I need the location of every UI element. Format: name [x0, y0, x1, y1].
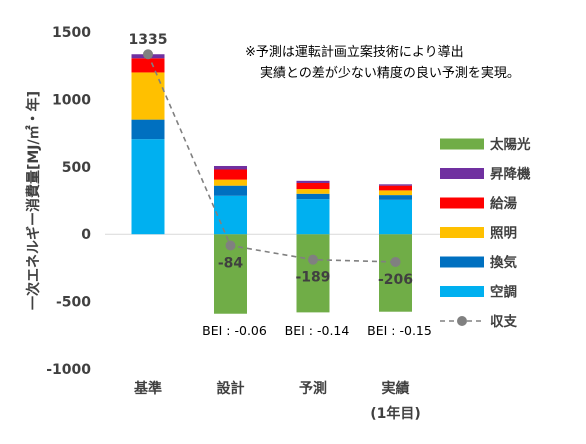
- legend-label: 換気: [490, 254, 518, 271]
- y-axis-ticks: -1000 -500 0 500 1000 1500: [46, 25, 91, 378]
- balance-line: [147, 53, 396, 263]
- legend-item: 空調: [440, 284, 517, 301]
- bar-segment: [379, 185, 412, 191]
- balance-series: [143, 49, 401, 267]
- legend-color-swatch: [440, 197, 484, 209]
- bar-segment: [379, 195, 412, 200]
- bar-segment: [296, 193, 330, 200]
- bar-segment: [214, 179, 247, 186]
- legend-item: 換気: [440, 254, 518, 271]
- balance-point: [225, 240, 236, 251]
- bar-segment: [131, 119, 165, 140]
- balance-value-label: -84: [218, 256, 244, 272]
- bar-segment: [214, 185, 247, 196]
- legend-label: 昇降機: [490, 166, 531, 183]
- bar-segment: [214, 165, 247, 170]
- y-tick-label: 500: [62, 160, 91, 176]
- legend-color-swatch: [440, 286, 484, 297]
- legend-item: 収支: [440, 313, 518, 330]
- legend-color-swatch: [440, 168, 484, 179]
- legend-color-swatch: [440, 138, 484, 150]
- legend-color-swatch: [440, 227, 484, 238]
- legend-item: 昇降機: [440, 166, 531, 183]
- legend-item: 太陽光: [440, 136, 531, 153]
- bar-segment: [296, 189, 330, 194]
- bar-segment: [296, 234, 330, 313]
- y-tick-label: -500: [56, 295, 91, 311]
- balance-point: [308, 254, 318, 265]
- category-label: 実績: [382, 380, 410, 397]
- bar-segment: [379, 184, 412, 186]
- bars: [131, 54, 412, 314]
- bei-label: BEI : -0.15: [367, 323, 432, 338]
- balance-labels: 1335 -84 -189 -206: [129, 32, 414, 288]
- bar-segment: [214, 169, 247, 180]
- balance-point: [390, 256, 401, 267]
- y-tick-label: 1000: [52, 92, 91, 108]
- balance-point: [143, 49, 153, 60]
- y-tick-label: 0: [81, 227, 91, 243]
- y-axis-label: 一次エネルギー消費量[MJ/㎡・年]: [25, 91, 42, 310]
- category-label: 設計: [217, 380, 245, 397]
- y-tick-label: 1500: [52, 25, 91, 41]
- bar-segment: [131, 58, 165, 73]
- legend-label: 空調: [490, 284, 517, 301]
- bar-segment: [214, 195, 247, 235]
- bar-segment: [379, 199, 412, 235]
- annotation-line-1: ※予測は運転計画立案技術により導出: [245, 44, 464, 60]
- balance-value-label: -206: [378, 272, 413, 288]
- bar-segment: [379, 190, 412, 196]
- legend-item: 給湯: [440, 195, 518, 212]
- y-axis-title: 一次エネルギー消費量[MJ/㎡・年]: [25, 91, 42, 310]
- balance-value-label: 1335: [129, 32, 168, 48]
- bar-segment: [131, 139, 165, 235]
- legend-label: 収支: [490, 313, 518, 330]
- annotation-line-2: 実績との差が少ない精度の良い予測を実現。: [260, 65, 520, 81]
- legend-label: 照明: [490, 226, 517, 242]
- bei-labels: BEI : -0.06 BEI : -0.14 BEI : -0.15: [202, 323, 432, 338]
- bar-segment: [296, 182, 330, 190]
- category-label: 基準: [134, 380, 162, 397]
- legend-item: 照明: [440, 226, 517, 242]
- legend-color-swatch: [440, 256, 484, 268]
- bei-label: BEI : -0.14: [285, 323, 350, 338]
- bar-segment: [296, 180, 330, 183]
- legend-marker-swatch: [457, 316, 467, 326]
- bar-segment: [379, 234, 412, 312]
- category-sublabel: (1年目): [370, 405, 421, 422]
- y-tick-label: -1000: [46, 362, 91, 378]
- bar-segment: [296, 199, 330, 235]
- bei-label: BEI : -0.06: [202, 323, 267, 338]
- legend-label: 太陽光: [490, 136, 531, 153]
- balance-value-label: -189: [295, 270, 330, 286]
- category-labels: 基準 設計 予測 実績 (1年目): [134, 380, 421, 422]
- category-label: 予測: [299, 380, 327, 397]
- legend-label: 給湯: [490, 195, 518, 212]
